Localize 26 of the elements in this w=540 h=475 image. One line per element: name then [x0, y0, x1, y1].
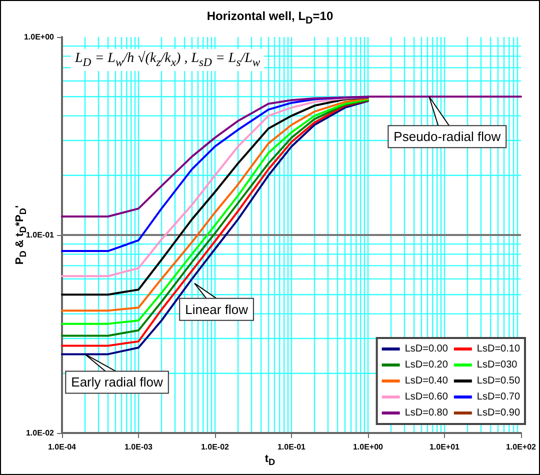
legend-label: LsD=0.50	[476, 376, 520, 386]
x-tick-label: 1.0E-02	[200, 442, 230, 452]
legend-label: LsD=0.10	[476, 344, 520, 354]
legend-label: LsD=0.00	[404, 344, 448, 354]
legend-label: LsD=0.80	[404, 408, 448, 418]
annotation: Pseudo-radial flow	[394, 129, 502, 144]
x-tick-label: 1.0E+02	[506, 442, 537, 452]
annotation: Early radial flow	[71, 374, 164, 390]
y-tick-label: 1.0E-01	[26, 230, 55, 240]
y-tick-label: 1.0E+00	[24, 32, 55, 42]
legend-label: LsD=0.20	[404, 360, 448, 370]
legend-label: LsD=0.40	[404, 376, 448, 386]
x-tick-label: 1.0E-01	[277, 442, 306, 452]
x-tick-label: 1.0E-04	[48, 442, 77, 452]
legend-label: LsD=030	[476, 360, 518, 370]
text: L$_{D}$ = L$_{w}$/h √(k$_{z}$/k$_{x}$) , L$_{sD}$ = L$_{s}$/L$_{w}$	[75, 51, 260, 69]
annotation: Linear flow	[185, 302, 249, 317]
legend-label: LsD=0.90	[476, 408, 520, 418]
legend-label: LsD=0.60	[404, 392, 448, 402]
chart-title: Horizontal well, L$_{D}$=10	[206, 9, 334, 26]
x-tick-label: 1.0E+00	[352, 442, 384, 452]
x-tick-label: 1.0E+01	[429, 442, 460, 452]
x-tick-label: 1.0E-03	[124, 442, 154, 452]
y-tick-label: 1.0E-02	[26, 428, 55, 438]
x-axis-title: t$_{D}$	[264, 453, 276, 468]
legend-label: LsD=0.70	[476, 392, 520, 402]
